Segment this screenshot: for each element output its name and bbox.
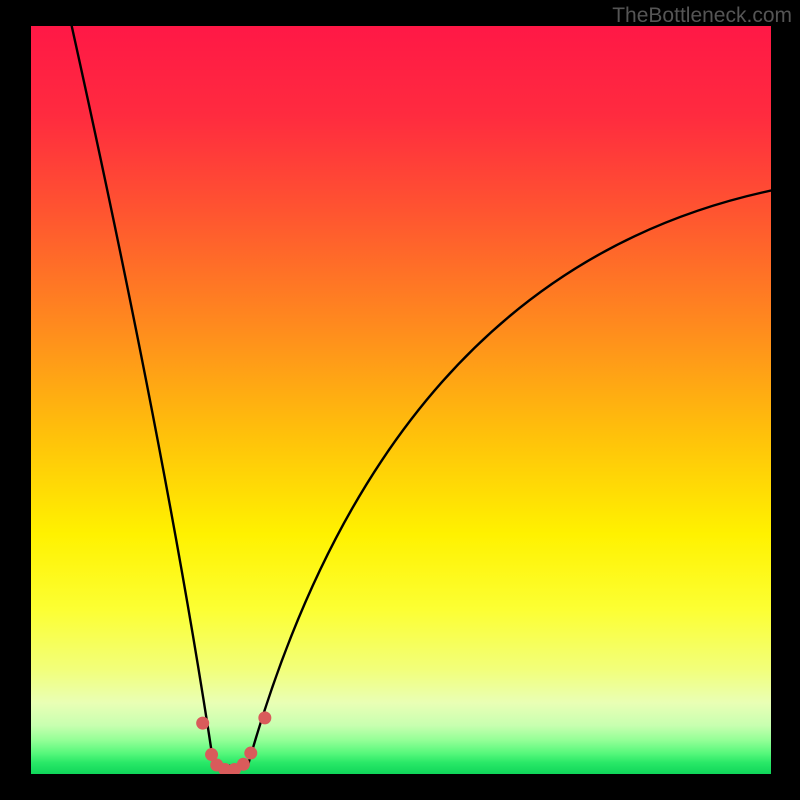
data-marker bbox=[258, 711, 271, 724]
data-marker bbox=[244, 747, 257, 760]
chart-frame: TheBottleneck.com bbox=[0, 0, 800, 800]
data-marker bbox=[196, 717, 209, 730]
chart-svg bbox=[31, 26, 771, 774]
plot-area bbox=[31, 26, 771, 774]
watermark-text: TheBottleneck.com bbox=[612, 4, 792, 28]
gradient-background bbox=[31, 26, 771, 774]
data-marker bbox=[237, 758, 250, 771]
